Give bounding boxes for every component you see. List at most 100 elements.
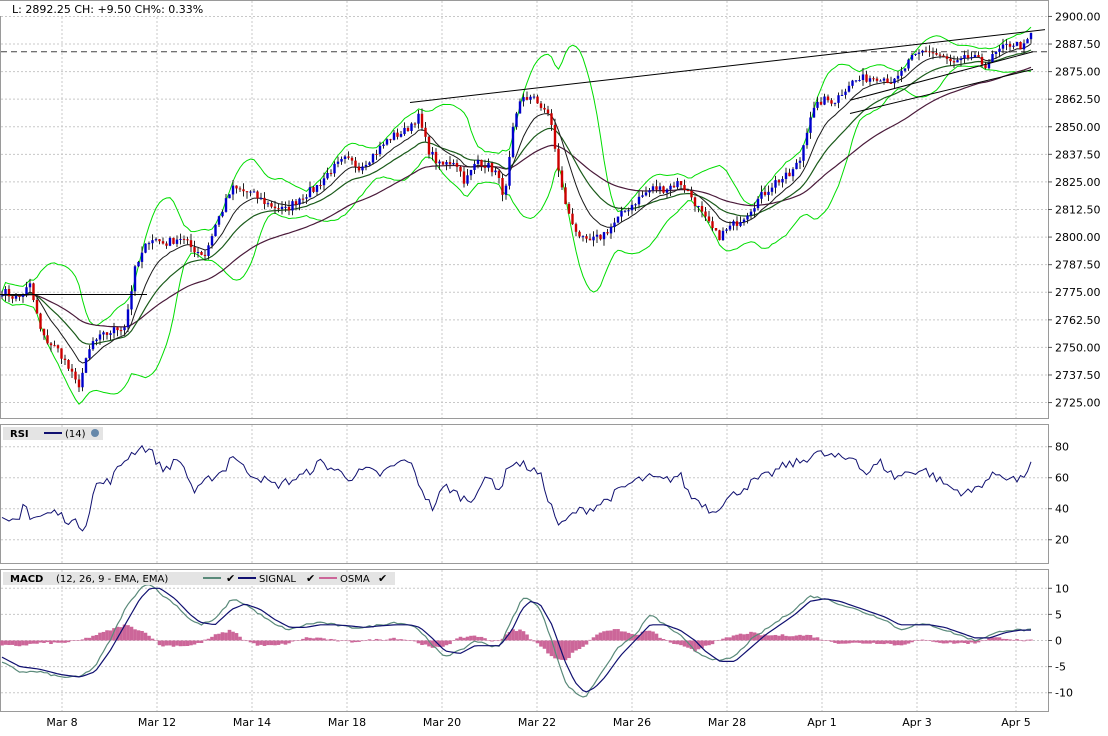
osma-bar — [738, 633, 743, 641]
candle-body — [662, 186, 665, 193]
osma-bar — [518, 629, 522, 641]
candle-body — [196, 251, 200, 253]
osma-bar — [763, 634, 767, 641]
osma-bar — [248, 640, 253, 643]
rsi-legend[interactable]: RSI (14) — [3, 427, 103, 440]
osma-bar — [805, 634, 809, 641]
osma-bar — [185, 640, 190, 646]
osma-bar — [157, 640, 162, 646]
osma-bar — [98, 632, 102, 641]
osma-bar — [52, 640, 57, 643]
osma-bar — [917, 640, 921, 641]
candle-body — [235, 185, 238, 189]
osma-bar — [913, 639, 918, 641]
candle-body — [231, 185, 235, 195]
osma-bar — [472, 635, 477, 641]
osma-bar — [647, 630, 652, 641]
osma-bar — [490, 640, 494, 642]
osma-bar — [486, 640, 491, 641]
check-icon[interactable]: ✔ — [306, 572, 315, 585]
candle-body — [553, 124, 557, 149]
osma-bar — [406, 640, 410, 641]
candle-body — [42, 328, 46, 336]
check-icon[interactable]: ✔ — [226, 572, 235, 585]
candle-body — [417, 113, 420, 124]
y-tick-label: 2812.50 — [1055, 204, 1101, 217]
osma-bar — [364, 640, 368, 641]
candle-body — [896, 75, 900, 79]
candle-body — [350, 157, 354, 161]
osma-bar — [570, 640, 575, 653]
candle-body — [410, 123, 413, 131]
osma-bar — [122, 624, 127, 641]
osma-bar — [479, 636, 484, 641]
osma-bar — [770, 635, 774, 641]
candle-body — [879, 80, 882, 82]
candle-body — [735, 221, 739, 226]
candle-body — [46, 335, 49, 344]
osma-bar — [217, 633, 221, 641]
osma-bar — [899, 640, 904, 646]
macd-legend-params: (12, 26, 9 - EMA, EMA) — [56, 574, 168, 585]
candle-body — [700, 205, 704, 212]
rsi-plot — [1, 444, 1032, 532]
candle-body — [1019, 41, 1022, 50]
osma-bar — [990, 637, 995, 641]
y-tick-label: 2787.50 — [1055, 259, 1101, 272]
candle-body — [462, 171, 466, 184]
y-tick-label: 2775.00 — [1055, 286, 1101, 299]
candle-body — [903, 68, 907, 71]
osma-bar — [1015, 639, 1019, 641]
osma-bar — [896, 640, 900, 646]
candle-body — [819, 101, 823, 105]
candle-body — [105, 332, 109, 335]
osma-bar — [812, 637, 816, 641]
candle-body — [728, 225, 732, 230]
candle-body — [406, 127, 410, 131]
candle-body — [973, 55, 977, 58]
osma-bar — [196, 640, 200, 643]
candle-body — [473, 163, 476, 170]
candle-body — [189, 240, 193, 248]
candle-body — [557, 148, 560, 171]
osma-bar — [836, 640, 841, 644]
osma-bar — [483, 638, 487, 641]
candle-body — [438, 161, 441, 164]
candle-body — [749, 211, 753, 216]
candle-body — [816, 101, 819, 108]
candle-body — [686, 190, 690, 192]
bollinger-lower-line — [1, 65, 1032, 405]
check-icon[interactable]: ✔ — [378, 572, 387, 585]
candle-body — [977, 55, 980, 57]
candle-body — [630, 204, 634, 211]
y-tick-label: 2862.50 — [1055, 93, 1101, 106]
candle-body — [396, 132, 399, 137]
osma-bar — [987, 638, 991, 641]
candle-body — [361, 166, 364, 171]
candle-body — [567, 204, 571, 214]
candle-body — [809, 117, 812, 133]
y-tick-label: 2900.00 — [1055, 10, 1101, 23]
macd-legend[interactable]: MACD (12, 26, 9 - EMA, EMA) ✔ SIGNAL ✔ O… — [3, 572, 395, 585]
osma-bar — [514, 631, 519, 641]
candle-body — [280, 206, 284, 210]
osma-bar — [469, 635, 473, 641]
osma-bar — [808, 635, 813, 641]
candle-body — [228, 194, 231, 199]
candle-body — [1026, 39, 1029, 44]
candle-body — [238, 188, 242, 190]
osma-bar — [843, 640, 848, 644]
osma-bar — [441, 640, 445, 647]
osma-bar — [91, 635, 95, 641]
osma-bar — [451, 640, 456, 641]
osma-bar — [644, 630, 648, 641]
osma-bar — [686, 640, 690, 648]
candle-body — [697, 205, 700, 207]
osma-bar — [693, 640, 697, 652]
candle-body — [599, 234, 602, 240]
candle-body — [956, 60, 959, 63]
settings-icon[interactable] — [91, 429, 99, 437]
osma-bar — [199, 640, 204, 643]
candle-body — [592, 236, 595, 241]
candle-body — [798, 160, 802, 163]
